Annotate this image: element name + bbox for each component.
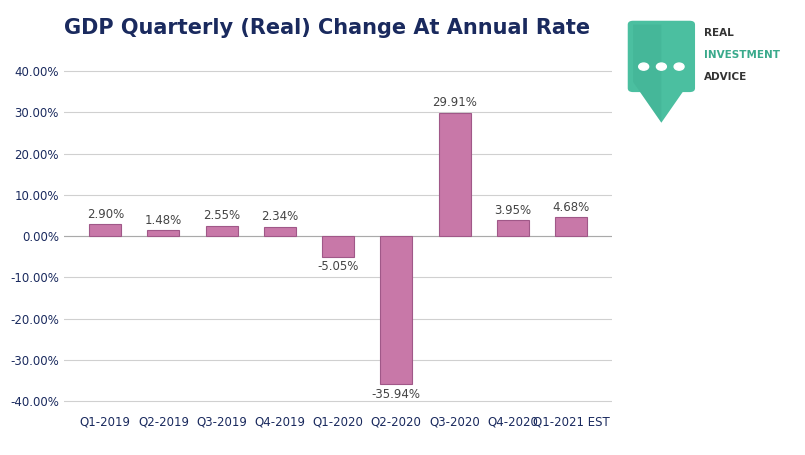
Text: -5.05%: -5.05% (317, 260, 359, 273)
Bar (555, 217, 587, 236)
Circle shape (656, 63, 667, 70)
Bar (497, 220, 529, 236)
Text: INVESTMENT: INVESTMENT (704, 50, 780, 60)
Bar (89, 224, 122, 236)
Text: 2.34%: 2.34% (262, 210, 299, 223)
Bar (380, 236, 412, 384)
Bar (206, 226, 237, 236)
Text: -35.94%: -35.94% (372, 388, 421, 401)
Text: GDP Quarterly (Real) Change At Annual Rate: GDP Quarterly (Real) Change At Annual Ra… (64, 18, 591, 38)
Text: ADVICE: ADVICE (704, 72, 747, 82)
Text: 3.95%: 3.95% (494, 203, 531, 217)
Bar (147, 230, 180, 236)
Bar (322, 236, 354, 257)
Polygon shape (633, 82, 690, 123)
Polygon shape (633, 25, 662, 123)
Text: 29.91%: 29.91% (432, 96, 477, 110)
Text: 2.90%: 2.90% (87, 208, 124, 221)
Text: 4.68%: 4.68% (552, 201, 589, 213)
FancyBboxPatch shape (628, 21, 695, 92)
Text: 1.48%: 1.48% (145, 214, 182, 227)
Circle shape (674, 63, 684, 70)
Bar (439, 113, 470, 236)
Bar (264, 227, 296, 236)
Circle shape (638, 63, 649, 70)
Text: 2.55%: 2.55% (203, 209, 240, 222)
Text: REAL: REAL (704, 28, 733, 38)
